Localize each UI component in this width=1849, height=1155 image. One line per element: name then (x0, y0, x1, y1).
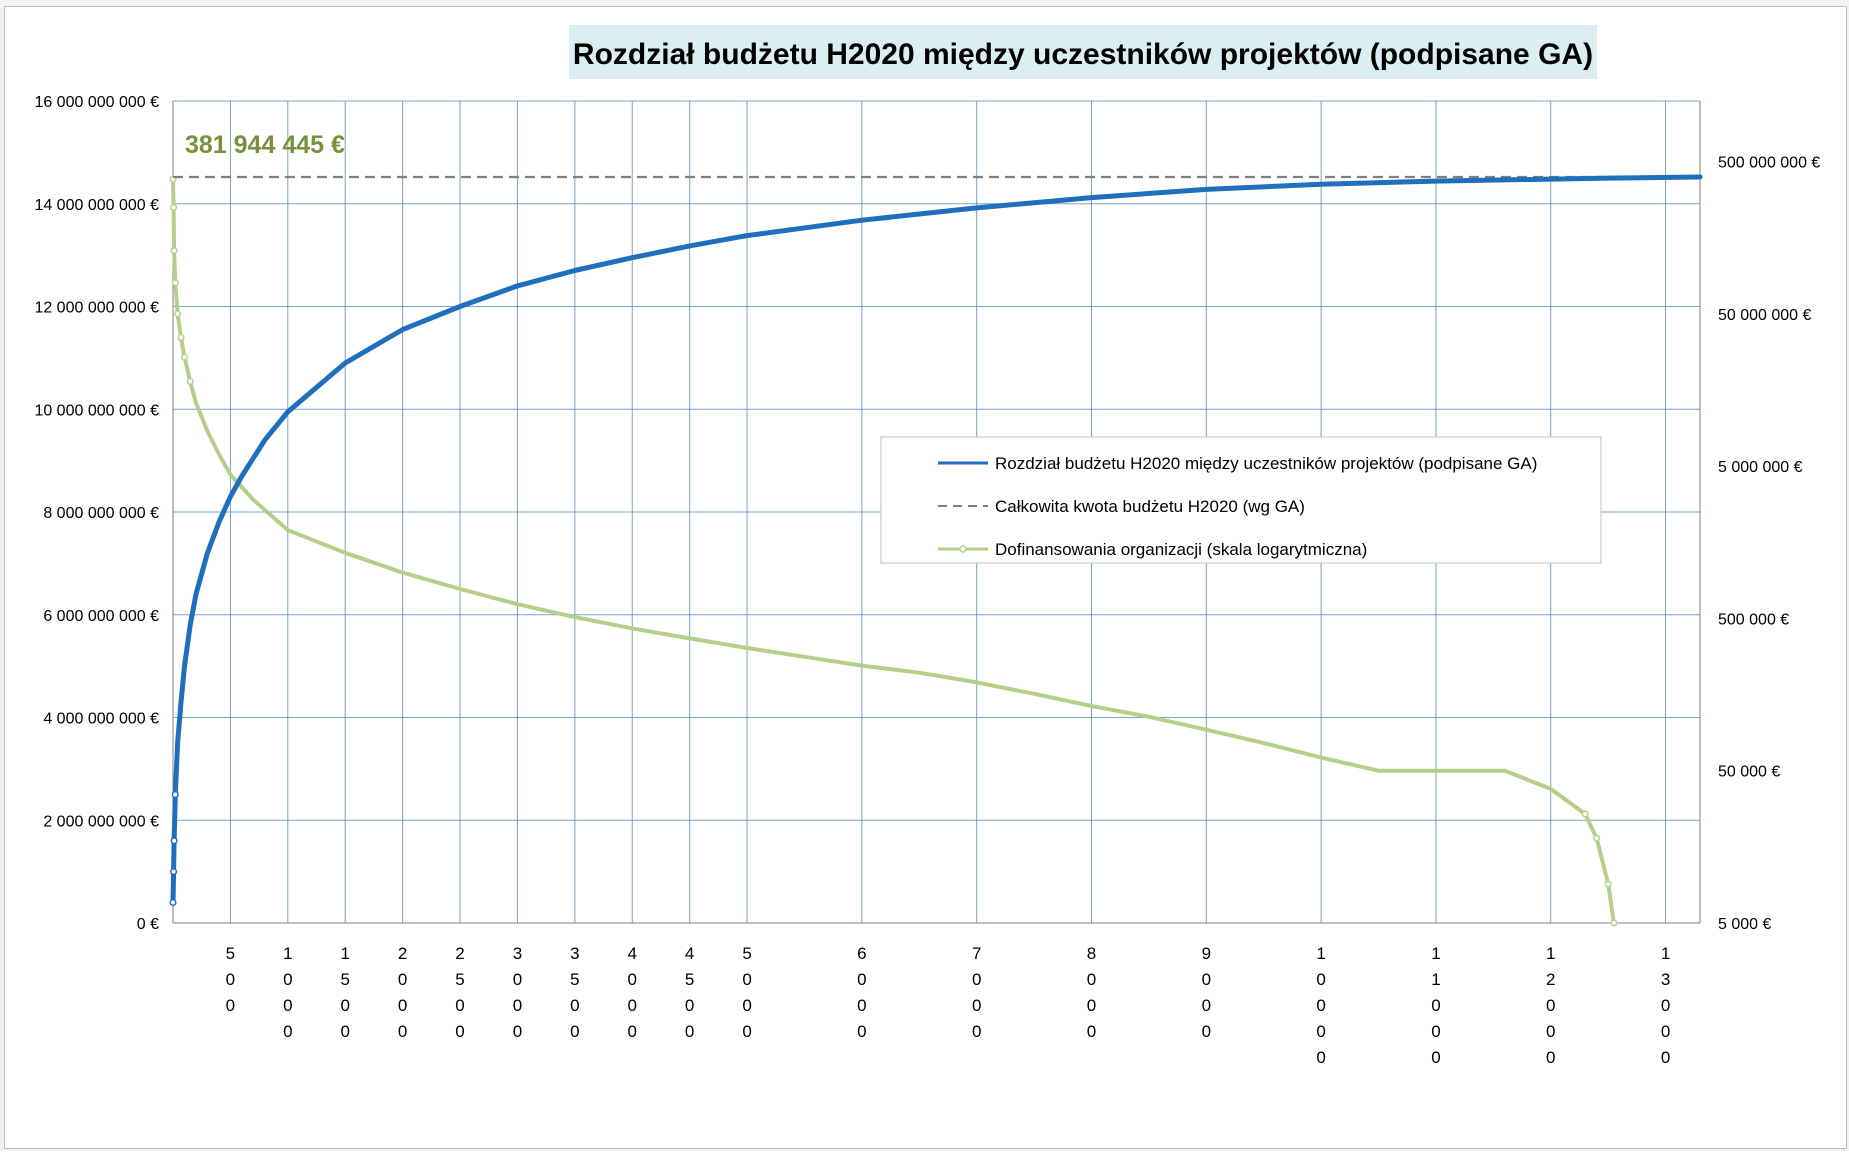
right-axis-tick-label: 50 000 000 € (1718, 307, 1812, 324)
chart-card: Rozdział budżetu H2020 między uczestnikó… (4, 6, 1847, 1149)
series-point-funding (1581, 810, 1589, 818)
left-axis-tick-label: 14 000 000 000 € (34, 197, 159, 214)
left-axis-tick-label: 6 000 000 000 € (43, 608, 159, 625)
left-axis-tick-label: 8 000 000 000 € (43, 505, 159, 522)
right-axis-tick-label: 5 000 € (1718, 916, 1771, 933)
chart-title-background (569, 25, 1597, 79)
series-point-distribution (171, 791, 179, 799)
legend-marker-funding (959, 545, 967, 553)
series-point-distribution (170, 868, 178, 876)
right-axis-tick-label: 5 000 000 € (1718, 459, 1803, 476)
chart-legend: Rozdział budżetu H2020 między uczestnikó… (880, 436, 1602, 564)
chart-series (169, 174, 1703, 927)
series-line-funding (171, 179, 1616, 924)
legend-label-total: Całkowita kwota budżetu H2020 (wg GA) (995, 497, 1305, 516)
series-point-funding (1610, 919, 1618, 927)
series-point-funding (186, 377, 194, 385)
right-axis-tick-labels: 5 000 € 50 000 € 500 000 € 5 000 000 € 50 00… (1718, 155, 1820, 933)
series-point-funding (170, 247, 178, 255)
total-budget-annotation: 381 944 445 € (185, 131, 345, 159)
series-point-funding (180, 353, 189, 361)
series-point-funding (1604, 880, 1612, 888)
series-point-funding (177, 333, 185, 342)
series-point-funding (1593, 834, 1601, 842)
left-axis-tick-label: 16 000 000 000 € (34, 94, 159, 111)
left-axis-tick-label: 12 000 000 000 € (34, 300, 159, 317)
left-axis-tick-label: 2 000 000 000 € (43, 813, 159, 830)
chart-svg: Rozdział budżetu H2020 między uczestnikó… (34, 25, 1820, 1067)
right-axis-tick-label: 500 000 € (1718, 611, 1789, 628)
legend-box (880, 436, 1602, 564)
legend-label-distribution: Rozdział budżetu H2020 między uczestnikó… (995, 454, 1537, 473)
series-point-distribution (170, 837, 178, 845)
left-axis-tick-label: 10 000 000 000 € (34, 402, 159, 419)
series-line-distribution (170, 174, 1703, 905)
right-axis-tick-label: 500 000 000 € (1718, 155, 1820, 172)
chart-title: Rozdział budżetu H2020 między uczestnikó… (573, 38, 1593, 71)
legend-label-funding: Dofinansowania organizacji (skala logary… (995, 540, 1367, 559)
series-point-funding (170, 203, 178, 211)
right-axis-tick-label: 50 000 € (1718, 764, 1780, 781)
chart-gridlines (172, 100, 1701, 924)
left-axis-tick-labels: 0 € 2 000 000 000 € 4 000 000 000 € 6 000 0… (34, 94, 159, 933)
x-axis-tick-labels: 5 0 0 1 0 0 0 1 5 0 0 2 0 0 0 2 5 0 0 3 0 0 0 3 5 0 0 4 0 0 0 4 5 0 0 5 0 0 0 6… (226, 944, 1671, 1067)
series-point-funding (171, 279, 179, 287)
series-point-distribution (169, 898, 177, 907)
left-axis-tick-label: 0 € (137, 916, 159, 933)
left-axis-tick-label: 4 000 000 000 € (43, 711, 159, 728)
series-point-funding (174, 310, 182, 318)
